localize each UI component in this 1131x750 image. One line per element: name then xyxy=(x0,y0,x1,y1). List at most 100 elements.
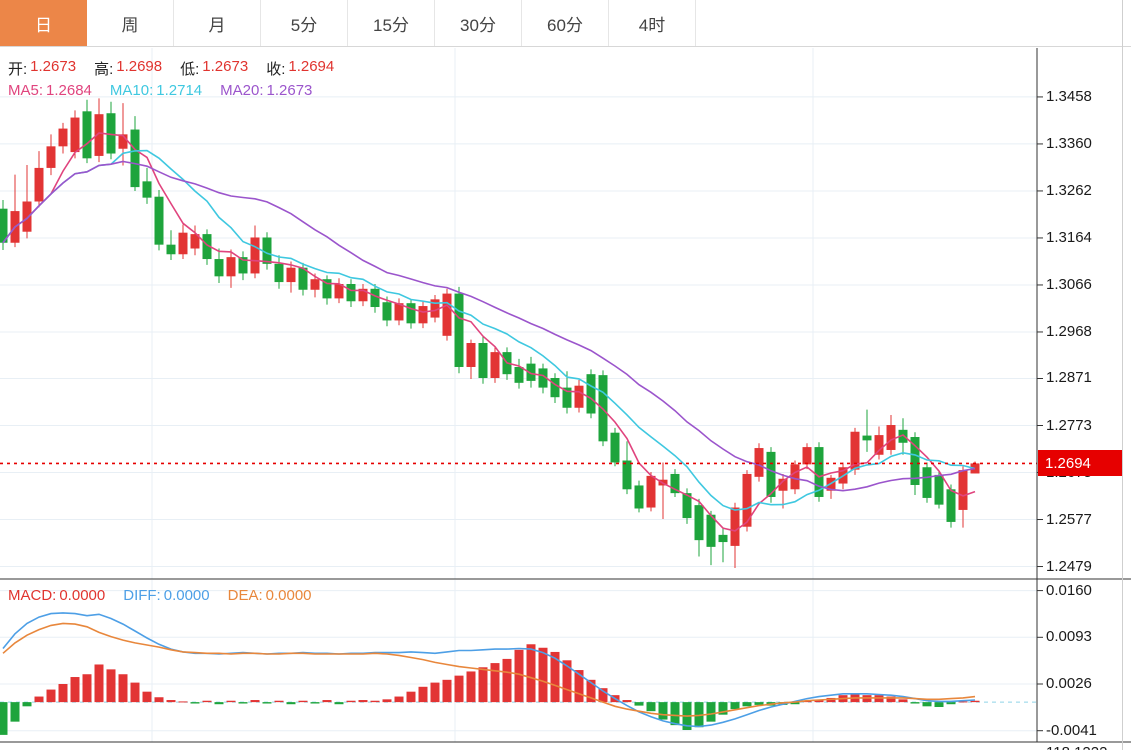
candle-body xyxy=(406,303,416,324)
candle-body xyxy=(862,435,872,441)
candle-body xyxy=(886,425,896,450)
candle-body xyxy=(34,167,44,202)
macd-bar xyxy=(118,674,128,703)
candle-body xyxy=(238,257,248,274)
candle-body xyxy=(958,470,968,510)
candle-body xyxy=(730,507,740,546)
legend-value: 1.2698 xyxy=(116,58,163,75)
legend-value: 1.2673 xyxy=(30,58,77,75)
macd-bar xyxy=(670,702,680,726)
macd-bar xyxy=(442,679,452,703)
macd-bar xyxy=(382,699,392,703)
macd-bar xyxy=(46,689,56,703)
diff-line xyxy=(2,612,976,728)
ma-legend-item: MA20: 1.2673 xyxy=(220,82,312,99)
candle-body xyxy=(466,343,476,367)
candle-body xyxy=(430,299,440,318)
dea-line xyxy=(2,622,976,717)
candle-body xyxy=(118,134,128,149)
candle-body xyxy=(106,113,116,154)
candle-body xyxy=(226,257,236,277)
candle-body xyxy=(370,288,380,308)
legend-label: MA5: xyxy=(8,82,44,99)
macd-legend: MACD: 0.0000 DIFF: 0.0000 DEA: 0.0000 xyxy=(8,587,312,604)
candle-body xyxy=(694,505,704,541)
axis-tick-label: 1.2773 xyxy=(1046,416,1092,434)
legend-value: 0.0000 xyxy=(265,587,312,604)
macd-bar xyxy=(394,696,404,703)
macd-bar xyxy=(970,700,980,703)
candle-body xyxy=(802,447,812,465)
candle-body xyxy=(58,128,68,147)
ma-legend-item: MA5: 1.2684 xyxy=(8,82,92,99)
tab-4hour[interactable]: 4时 xyxy=(609,0,696,46)
macd-bar xyxy=(454,675,464,703)
macd-bar xyxy=(514,649,524,703)
macd-bar xyxy=(358,700,368,703)
macd-bar xyxy=(346,700,356,703)
macd-bar xyxy=(262,702,272,704)
candle-body xyxy=(166,244,176,255)
tab-15min[interactable]: 15分 xyxy=(348,0,435,46)
legend-label: MACD: xyxy=(8,587,57,604)
ohlc-legend-item: 低: 1.2673 xyxy=(180,58,248,79)
tab-day[interactable]: 日 xyxy=(0,0,87,46)
legend-label: DEA: xyxy=(227,587,263,604)
macd-bar xyxy=(622,700,632,703)
tab-month[interactable]: 月 xyxy=(174,0,261,46)
macd-legend-item: DEA: 0.0000 xyxy=(228,587,312,604)
legend-value: 1.2694 xyxy=(288,58,335,75)
legend-value: 1.2684 xyxy=(46,82,92,99)
macd-bar xyxy=(946,702,956,705)
ma-legend: MA5: 1.2684 MA10: 1.2714 MA20: 1.2673 xyxy=(8,82,312,99)
candle-body xyxy=(874,435,884,455)
candle-body xyxy=(682,493,692,519)
macd-bar xyxy=(730,702,740,710)
legend-label: MA20: xyxy=(220,82,264,99)
axis-tick-label: 1.3262 xyxy=(1046,181,1092,199)
candle-body xyxy=(766,451,776,497)
macd-bar xyxy=(430,682,440,703)
candle-body xyxy=(514,366,524,383)
candle-body xyxy=(478,343,488,379)
macd-bar xyxy=(790,702,800,705)
candle-body xyxy=(754,448,764,477)
macd-bar xyxy=(634,702,644,706)
macd-bar xyxy=(910,702,920,704)
tab-60min[interactable]: 60分 xyxy=(522,0,609,46)
candle-body xyxy=(274,263,284,283)
macd-bar xyxy=(742,702,752,707)
tab-week[interactable]: 周 xyxy=(87,0,174,46)
macd-bar xyxy=(658,702,668,720)
candle-body xyxy=(178,232,188,255)
macd-bar xyxy=(274,700,284,703)
candle-body xyxy=(250,237,260,274)
legend-label: MA10: xyxy=(109,82,154,99)
macd-bar xyxy=(406,691,416,703)
macd-bar xyxy=(238,702,248,704)
macd-bar xyxy=(574,670,584,703)
candle-body xyxy=(490,352,500,379)
macd-bar xyxy=(94,664,104,703)
axis-tick-label: 1.2479 xyxy=(1046,557,1092,575)
macd-bar xyxy=(286,702,296,705)
macd-bar xyxy=(418,686,428,703)
candle-body xyxy=(334,284,344,299)
candle-body xyxy=(454,293,464,367)
macd-bar xyxy=(178,701,188,703)
candle-body xyxy=(442,293,452,336)
legend-label: 开: xyxy=(8,61,28,78)
macd-bar xyxy=(58,684,68,703)
candle-body xyxy=(550,378,560,398)
candle-body xyxy=(94,114,104,156)
legend-value: 1.2714 xyxy=(156,82,203,99)
legend-value: 0.0000 xyxy=(163,587,210,604)
candle-body xyxy=(22,201,32,232)
macd-bar xyxy=(250,700,260,703)
macd-bar xyxy=(478,667,488,703)
tab-5min[interactable]: 5分 xyxy=(261,0,348,46)
tab-30min[interactable]: 30分 xyxy=(435,0,522,46)
axis-tick-label: 1.3066 xyxy=(1046,275,1092,293)
macd-bar xyxy=(154,697,164,703)
